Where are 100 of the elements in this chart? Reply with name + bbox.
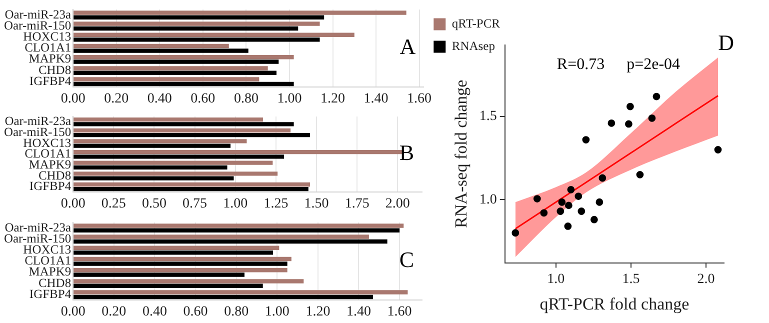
x-tick-label: 0.75 bbox=[182, 196, 208, 212]
point bbox=[582, 136, 590, 144]
bar bbox=[74, 44, 229, 48]
x-tick-label: 0.40 bbox=[142, 304, 167, 320]
bar bbox=[74, 234, 369, 239]
point bbox=[574, 192, 582, 200]
point bbox=[512, 229, 520, 237]
bar bbox=[74, 182, 310, 187]
x-tick-label: 1.5 bbox=[622, 272, 640, 287]
point bbox=[556, 208, 564, 215]
x-tick-label: 1.25 bbox=[264, 196, 288, 212]
bar bbox=[74, 250, 274, 255]
x-tick-label: 0.00 bbox=[60, 91, 86, 106]
annotation: A bbox=[400, 34, 416, 60]
bar bbox=[74, 139, 247, 144]
bar bbox=[74, 82, 294, 86]
point bbox=[598, 174, 606, 182]
bar bbox=[74, 154, 284, 159]
bar bbox=[74, 15, 324, 20]
x-tick-label: 0.60 bbox=[183, 304, 208, 320]
x-tick-label: 1.40 bbox=[364, 91, 388, 106]
point bbox=[648, 114, 656, 122]
point bbox=[626, 102, 634, 110]
bar bbox=[74, 10, 406, 15]
bar bbox=[74, 144, 231, 148]
x-tick-label: 1.0 bbox=[547, 272, 565, 287]
point bbox=[533, 195, 541, 202]
bar bbox=[74, 294, 374, 300]
bar bbox=[74, 224, 404, 228]
x-tick-label: 0.20 bbox=[102, 304, 126, 320]
bar bbox=[74, 77, 260, 82]
bar bbox=[74, 37, 320, 42]
bar bbox=[74, 48, 248, 53]
x-tick-label: 1.40 bbox=[346, 304, 371, 320]
legend-label: qRT-PCR bbox=[452, 16, 501, 31]
bar bbox=[74, 284, 263, 288]
bar bbox=[74, 246, 280, 250]
bar bbox=[74, 132, 310, 138]
bar bbox=[74, 128, 291, 132]
point bbox=[578, 208, 586, 215]
bar bbox=[74, 60, 279, 64]
y-axis-title: RNA-seq fold change bbox=[452, 80, 471, 228]
legend-label: RNAsep bbox=[452, 39, 495, 54]
x-tick-label: 1.00 bbox=[264, 304, 290, 320]
point bbox=[567, 186, 575, 194]
bar bbox=[74, 268, 288, 272]
x-tick-label: 1.00 bbox=[277, 91, 302, 106]
x-tick-label: 0.25 bbox=[101, 196, 126, 212]
point bbox=[625, 120, 632, 128]
x-tick-label: 1.60 bbox=[387, 304, 412, 320]
point bbox=[652, 92, 660, 100]
point bbox=[564, 202, 572, 210]
bar bbox=[74, 256, 292, 262]
bar bbox=[74, 239, 388, 244]
bar bbox=[74, 187, 308, 192]
x-tick-label: 0.00 bbox=[60, 196, 86, 212]
point bbox=[564, 222, 572, 230]
x-tick-label: 0.40 bbox=[147, 91, 172, 106]
bar bbox=[74, 228, 400, 233]
point bbox=[714, 146, 722, 154]
annotation: R=0.73 bbox=[556, 56, 605, 74]
annotation: B bbox=[399, 140, 414, 166]
x-tick-label: 1.00 bbox=[223, 196, 248, 212]
bar bbox=[74, 26, 298, 31]
x-tick-label: 0.50 bbox=[142, 196, 166, 212]
bar bbox=[74, 272, 244, 277]
bar bbox=[74, 54, 294, 60]
bar bbox=[74, 172, 278, 176]
annotation: p=2e-04 bbox=[626, 56, 680, 74]
x-tick-label: 0.00 bbox=[60, 304, 86, 320]
point bbox=[636, 170, 644, 178]
point bbox=[540, 209, 548, 217]
x-tick-label: 1.20 bbox=[306, 304, 330, 320]
annotation: C bbox=[399, 247, 414, 272]
bar bbox=[74, 176, 234, 180]
x-tick-label: 1.60 bbox=[407, 91, 432, 106]
x-tick-label: 2.00 bbox=[385, 196, 410, 212]
x-tick-label: 1.50 bbox=[304, 196, 329, 212]
x-tick-label: 0.80 bbox=[224, 304, 249, 320]
x-axis-title: qRT-PCR fold change bbox=[540, 294, 690, 314]
bar bbox=[74, 122, 294, 126]
point bbox=[590, 216, 598, 224]
bar bbox=[74, 165, 228, 170]
bar bbox=[74, 279, 304, 284]
x-tick-label: 1.75 bbox=[344, 196, 370, 212]
bar bbox=[74, 262, 288, 266]
point bbox=[608, 119, 616, 127]
x-tick-label: 0.60 bbox=[190, 91, 216, 106]
x-tick-label: 0.20 bbox=[104, 91, 129, 106]
x-tick-label: 0.80 bbox=[234, 91, 258, 106]
bar bbox=[74, 160, 273, 165]
bar bbox=[74, 118, 263, 122]
bar bbox=[74, 290, 408, 294]
point bbox=[596, 198, 604, 206]
point bbox=[558, 198, 566, 206]
annotation: D bbox=[718, 30, 734, 55]
bar bbox=[74, 32, 354, 38]
x-tick-label: 2.0 bbox=[697, 272, 715, 287]
bar bbox=[74, 22, 320, 26]
bar bbox=[74, 66, 268, 70]
